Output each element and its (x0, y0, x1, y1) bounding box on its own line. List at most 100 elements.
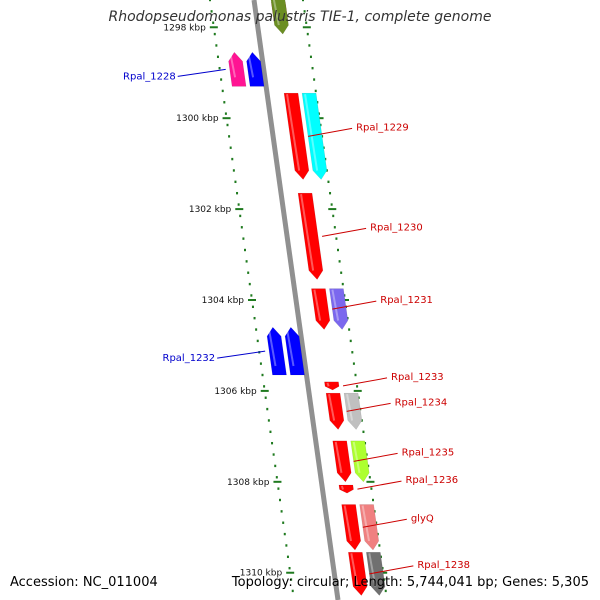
ruler-dot-right (352, 362, 355, 365)
ruler-dot-right (375, 521, 378, 524)
gene-highlight (304, 94, 319, 171)
ruler-dot-right (343, 294, 346, 297)
ruler-dot-left (272, 453, 275, 456)
ruler-dot-left (231, 157, 234, 161)
ruler-dot-right (338, 260, 341, 263)
ruler-dot-right (337, 248, 339, 252)
gene-label-leader (353, 452, 398, 462)
gene-arrow (350, 440, 370, 483)
gene-highlight (285, 328, 295, 367)
ruler-dot-right (357, 396, 360, 399)
ruler-dot-right (306, 32, 309, 36)
ruler-dot-right (330, 203, 333, 206)
ruler-dot-left (221, 89, 224, 93)
ruler-dot-left (244, 248, 246, 252)
ruler-dot-left (237, 203, 240, 206)
ruler-dot-right (314, 89, 317, 93)
ruler-dot-left (234, 180, 237, 184)
gene-arrow (338, 484, 354, 494)
gene-label-leader (308, 127, 353, 137)
gene-arrow (341, 504, 362, 551)
ruler-dot-left (279, 498, 281, 502)
genes (228, 0, 386, 596)
ruler-dot-left (266, 407, 269, 411)
gene-arrow (246, 51, 265, 87)
ruler-dot-left (248, 282, 251, 286)
gene-arrow (359, 504, 380, 551)
tick-label: 1302 kbp (189, 205, 232, 215)
ruler-dot-left (226, 123, 229, 127)
ruler-dot-right (329, 191, 332, 195)
gene-highlight (326, 382, 330, 387)
ruler-dot-left (283, 532, 286, 536)
ruler-dot-right (311, 66, 314, 70)
ruler-dot-right (309, 55, 312, 59)
ruler-dot-left (239, 214, 242, 218)
ruler-dot-left (209, 0, 211, 2)
gene-arrow (366, 552, 386, 596)
gene-label-leader (217, 350, 266, 359)
ruler-dot-left (223, 101, 226, 104)
ruler-dot-left (215, 44, 218, 47)
ruler-dot-left (232, 169, 235, 172)
ruler-dot-right (368, 476, 371, 479)
tick-label: 1310 kbp (240, 569, 283, 579)
gene-arrow (301, 92, 328, 180)
ruler-dot-right (332, 214, 335, 218)
ruler-dots (209, 0, 387, 593)
ruler-dot-right (341, 282, 344, 286)
gene-label-leader (362, 518, 407, 528)
ruler-dot-left (290, 578, 293, 581)
ruler-dot-left (271, 441, 274, 445)
gene-highlight (350, 553, 359, 587)
ruler-dot-right (378, 544, 381, 547)
gene-highlight (286, 94, 301, 171)
gene-arrow (348, 552, 368, 596)
gene-label: Rpal_1236 (405, 475, 458, 486)
ruler-dot-left (250, 294, 253, 297)
ruler-dot-left (229, 146, 232, 149)
gene-arrow (283, 92, 310, 180)
gene-highlight (368, 553, 377, 587)
gene-highlight (229, 53, 237, 78)
gene-label: Rpal_1232 (163, 353, 216, 364)
gene-arrow (270, 0, 289, 35)
tick-label: 1298 kbp (163, 23, 206, 33)
gene-label-leader (177, 68, 226, 77)
ruler-dot-right (340, 271, 343, 274)
ruler-dot-left (256, 339, 259, 343)
gene-label: Rpal_1235 (402, 447, 455, 458)
gene-label: Rpal_1231 (380, 295, 433, 306)
ruler-dot-right (324, 157, 327, 161)
tick-label: 1300 kbp (176, 114, 219, 124)
gene-labels: Rpal_1228 Rpal_1229 Rpal_1230 Rpal_1231 Rpal… (123, 68, 470, 575)
ruler-dot-left (267, 419, 270, 422)
gene-highlight (331, 289, 340, 321)
ruler-dot-right (384, 589, 387, 593)
ruler-dot-left (236, 191, 239, 195)
gene-highlight (343, 505, 352, 542)
ruler-dot-left (245, 260, 248, 263)
ruler-dot-left (259, 362, 262, 365)
ruler-dot-right (351, 351, 354, 354)
ruler-dot-left (216, 55, 219, 59)
gene-highlight (334, 441, 343, 474)
ruler-dot-right (348, 328, 351, 331)
gene-highlight (352, 441, 361, 474)
ruler-dot-left (240, 226, 243, 229)
genome-backbone (251, 0, 341, 600)
backbone-line (251, 0, 341, 600)
ruler-dot-right (349, 339, 352, 343)
gene-highlight (300, 194, 315, 271)
gene-highlight (361, 505, 370, 542)
ruler-dot-right (373, 510, 376, 513)
ruler-dot-right (362, 430, 365, 434)
gene-arrow (332, 440, 352, 483)
ruler-dot-left (263, 385, 266, 388)
gene-arrow (325, 392, 345, 430)
ruler-dot-left (255, 328, 258, 331)
gene-label-leader (332, 300, 377, 310)
ruler-dot-left (242, 237, 245, 240)
ruler-dot-left (261, 373, 264, 377)
